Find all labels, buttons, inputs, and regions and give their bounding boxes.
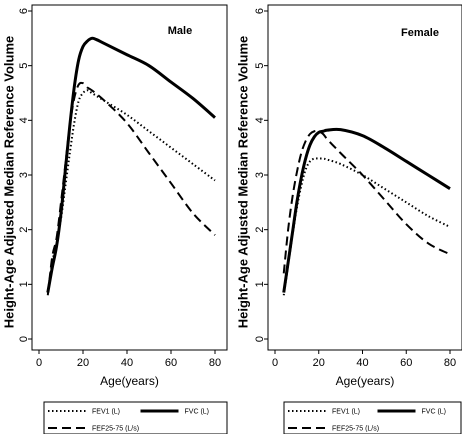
legend-label: FVC (L) [185, 409, 210, 416]
series-line-dotted [282, 157, 451, 296]
plot-frame [267, 4, 462, 351]
legend: FEV1 (L) FVC (L) FEF25-75 (L/s) [43, 401, 228, 434]
legend-label: FEV1 (L) [92, 409, 120, 416]
plot-frame [31, 4, 228, 351]
y-tick-label: 1 [18, 281, 30, 287]
x-tick-label: 60 [400, 357, 412, 369]
y-tick-label: 4 [254, 117, 266, 123]
series-line-dotted [46, 89, 216, 293]
legend: FEV1 (L) FVC (L) FEF25-75 (L/s) [283, 401, 462, 434]
y-axis-label: Height-Age Adjusted Median Reference Vol… [1, 36, 16, 329]
y-axis-label: Height-Age Adjusted Median Reference Vol… [235, 36, 250, 329]
x-tick-label: 80 [444, 357, 456, 369]
y-tick-label: 3 [254, 172, 266, 178]
y-tick-label: 4 [18, 117, 30, 123]
series-line-solid [282, 127, 451, 293]
panel-title: Female [401, 27, 439, 39]
y-tick-label: 6 [18, 8, 30, 14]
legend-label: FEF25-75 (L/s) [332, 426, 379, 433]
x-tick-label: 80 [209, 357, 221, 369]
x-tick-label: 0 [36, 357, 42, 369]
y-tick-label: 2 [254, 227, 266, 233]
y-tick-label: 5 [18, 63, 30, 69]
y-tick-label: 0 [254, 336, 266, 342]
x-axis-label: Age(years) [100, 374, 159, 388]
x-tick-label: 40 [356, 357, 368, 369]
y-tick-label: 0 [18, 336, 30, 342]
y-tick-label: 2 [18, 227, 30, 233]
y-tick-label: 1 [254, 281, 266, 287]
x-tick-label: 20 [77, 357, 89, 369]
y-tick-label: 3 [18, 172, 30, 178]
legend-label: FVC (L) [422, 409, 447, 416]
legend-box [43, 401, 228, 434]
series-line-dashed [46, 81, 216, 296]
y-tick-label: 6 [254, 8, 266, 14]
x-tick-label: 40 [121, 357, 133, 369]
legend-box [283, 401, 462, 434]
y-tick-label: 5 [254, 63, 266, 69]
legend-label: FEV1 (L) [332, 409, 360, 416]
series-line-solid [46, 36, 216, 293]
x-tick-label: 20 [313, 357, 325, 369]
x-axis-label: Age(years) [336, 374, 395, 388]
legend-label: FEF25-75 (L/s) [92, 426, 139, 433]
x-tick-label: 60 [165, 357, 177, 369]
x-tick-label: 0 [272, 357, 278, 369]
series-line-dashed [282, 129, 451, 274]
panel-title: Male [168, 25, 192, 37]
